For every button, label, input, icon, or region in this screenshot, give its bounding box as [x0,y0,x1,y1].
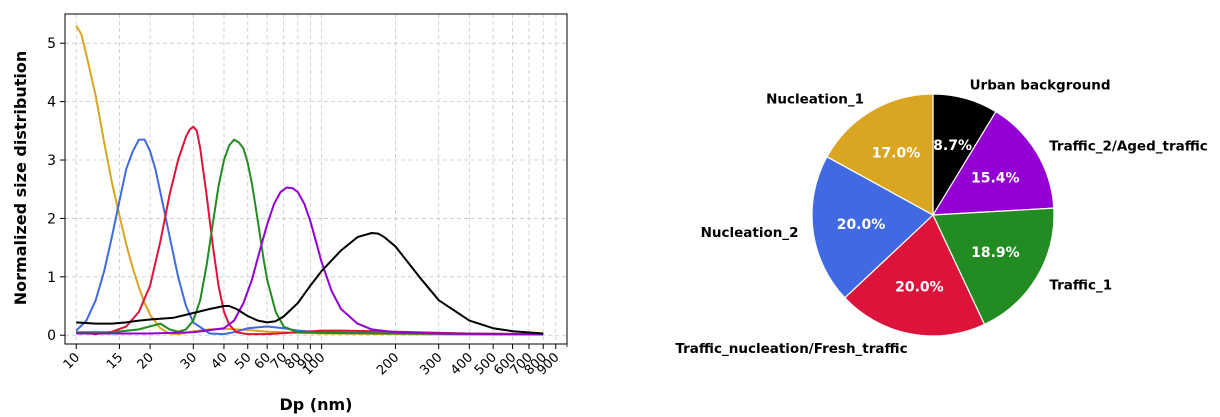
x-tick-label: 15 [104,350,126,372]
pie-slice-1 [931,110,1055,216]
series-line-4 [76,186,544,336]
y-axis-label: Normalized size distribution [11,51,30,305]
y-tick-label: 3 [47,153,56,169]
pie-percent-label: 20.0% [837,217,886,233]
pie-slice-label: Traffic_nucleation/Fresh_traffic [675,341,907,357]
pie-slice-2 [932,207,1055,326]
y-tick-label: 4 [47,95,56,111]
pie-percent-label: 17.0% [872,146,921,162]
pie-slice-label: Urban background [970,78,1111,94]
pie-slice-4 [811,155,935,299]
series-line-5 [76,232,544,335]
pie-slice-label: Traffic_2/Aged_traffic [1049,138,1208,154]
pie-percent-label: 20.0% [895,279,944,295]
pie-slice-label: Nucleation_2 [701,225,799,241]
x-tick-label: 200 [374,350,402,378]
pie-percent-labels: 8.7% 15.4% 18.9% 20.0% 20.0% 17.0% [837,138,1020,295]
y-tick-label: 1 [47,270,56,286]
series-line-2 [76,125,544,336]
x-tick-label: 10 [61,350,83,372]
pie-slices [811,93,1055,337]
plot-area-frame [64,13,568,345]
pie-slice-label: Traffic_1 [1049,277,1112,293]
grid [65,14,567,344]
series-line-1 [75,138,544,336]
pie-slice-label: Nucleation_1 [766,91,864,107]
pie-slice-labels: Urban background Traffic_2/Aged_traffic Tr… [675,78,1207,358]
pie-slice-3 [843,213,986,337]
pie-percent-label: 8.7% [933,138,972,154]
pie-slice-5 [826,93,934,217]
x-axis-label: Dp (nm) [280,395,353,414]
y-tick-label: 2 [47,211,56,227]
x-tick-label: 20 [135,350,157,372]
source-contribution-pie: 8.7% 15.4% 18.9% 20.0% 20.0% 17.0% Urban back… [675,78,1207,358]
series-layer [75,25,544,336]
x-tick-label: 30 [178,350,200,372]
y-axis-ticks: 0 1 2 3 4 5 [47,36,65,344]
pie-percent-label: 18.9% [971,245,1020,261]
series-line-0 [75,25,544,336]
x-tick-label: 40 [208,350,230,372]
y-tick-label: 5 [47,36,56,52]
pie-percent-label: 15.4% [971,171,1020,187]
x-tick-label: 400 [448,350,476,378]
y-tick-label: 0 [47,328,56,344]
x-tick-label: 300 [417,350,445,378]
